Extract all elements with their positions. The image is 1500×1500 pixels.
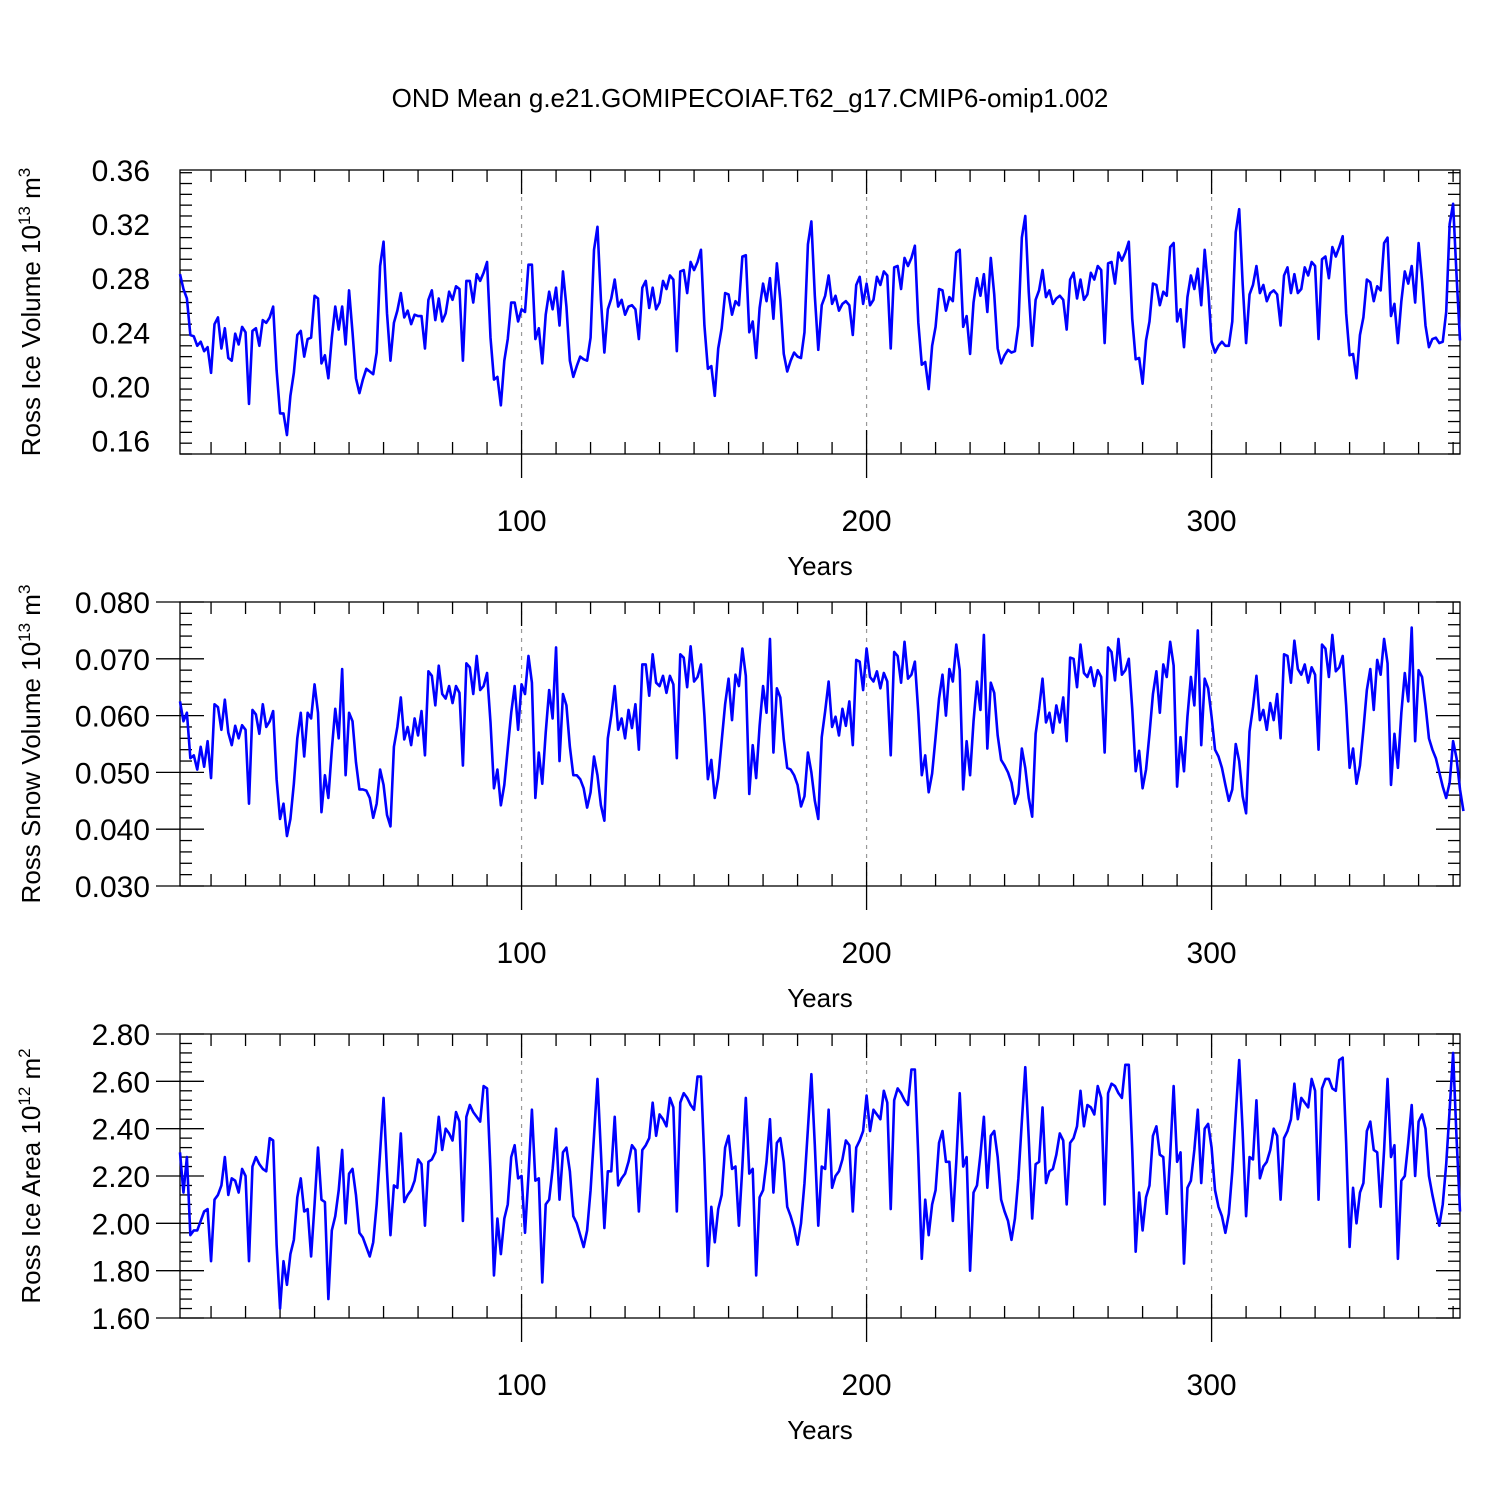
y-tick-label: 0.24 [92, 317, 150, 350]
x-tick-label: 300 [1187, 1369, 1237, 1402]
panel-2: 100 200 300 0.030 0.040 0.050 0.060 0.070 0.080 Y… [15, 585, 1465, 1013]
y-tick-label: 1.60 [92, 1303, 150, 1336]
figure-title: OND Mean g.e21.GOMIPECOIAF.T62_g17.CMIP6… [392, 83, 1109, 113]
panel-1: 100 200 300 0.16 0.20 0.24 0.28 0.32 0.36 Years Ro… [15, 155, 1462, 581]
y-axis-title-part: Ross Ice Volume 10 [16, 225, 46, 456]
series-line [178, 626, 1465, 838]
y-axis-title-superscript: 2 [15, 1048, 34, 1057]
y-axis-title: Ross Ice Volume 1013 m3 [15, 168, 46, 457]
panels: 100 200 300 0.16 0.20 0.24 0.28 0.32 0.36 Years Ro… [15, 155, 1465, 1445]
y-tick-label: 2.80 [92, 1019, 150, 1052]
y-tick-label: 0.060 [75, 701, 150, 734]
y-axis-title-part: m [16, 594, 46, 623]
series-line [178, 202, 1462, 437]
x-tick-label: 200 [842, 1369, 892, 1402]
x-axis-title: Years [787, 1415, 853, 1445]
y-tick-label: 1.80 [92, 1256, 150, 1289]
x-tick-label: 200 [842, 505, 892, 538]
panel-3: 100 200 300 1.60 1.80 2.00 2.20 2.40 2.60 2.80 Yea… [15, 1019, 1462, 1445]
y-tick-label: 0.20 [92, 371, 150, 404]
y-axis-title-part: m [16, 1058, 46, 1087]
plot-frame [179, 601, 1461, 887]
y-tick-label: 0.030 [75, 871, 150, 904]
x-tick-label: 100 [497, 1369, 547, 1402]
plot-frame [179, 169, 1461, 455]
y-tick-label: 0.050 [75, 757, 150, 790]
y-tick-label: 0.070 [75, 644, 150, 677]
y-tick-label: 0.16 [92, 425, 150, 458]
y-tick-label: 0.040 [75, 814, 150, 847]
x-tick-label: 300 [1187, 505, 1237, 538]
x-tick-label: 100 [497, 505, 547, 538]
y-axis-title-superscript: 3 [15, 168, 34, 177]
y-axis-title-superscript: 13 [15, 623, 34, 642]
y-axis-title: Ross Ice Area 1012 m2 [15, 1048, 46, 1303]
y-tick-label: 2.20 [92, 1161, 150, 1194]
y-axis-title-superscript: 3 [15, 585, 34, 594]
x-tick-label: 100 [497, 937, 547, 970]
y-axis-title-part: Ross Snow Volume 10 [16, 642, 46, 904]
y-axis-title-superscript: 12 [15, 1087, 34, 1106]
x-tick-label: 300 [1187, 937, 1237, 970]
x-tick-label: 200 [842, 937, 892, 970]
x-axis-title: Years [787, 551, 853, 581]
y-tick-label: 0.28 [92, 263, 150, 296]
series-line [178, 1051, 1462, 1310]
y-axis-title-part: Ross Ice Area 10 [16, 1106, 46, 1304]
x-axis-title: Years [787, 983, 853, 1013]
y-tick-label: 0.32 [92, 209, 150, 242]
y-tick-label: 0.36 [92, 155, 150, 188]
y-tick-label: 2.00 [92, 1208, 150, 1241]
y-tick-label: 2.40 [92, 1114, 150, 1147]
y-tick-label: 0.080 [75, 587, 150, 620]
y-axis-title-part: m [16, 177, 46, 206]
y-axis-title-superscript: 13 [15, 206, 34, 225]
y-tick-label: 2.60 [92, 1066, 150, 1099]
y-axis-title: Ross Snow Volume 1013 m3 [15, 585, 46, 904]
